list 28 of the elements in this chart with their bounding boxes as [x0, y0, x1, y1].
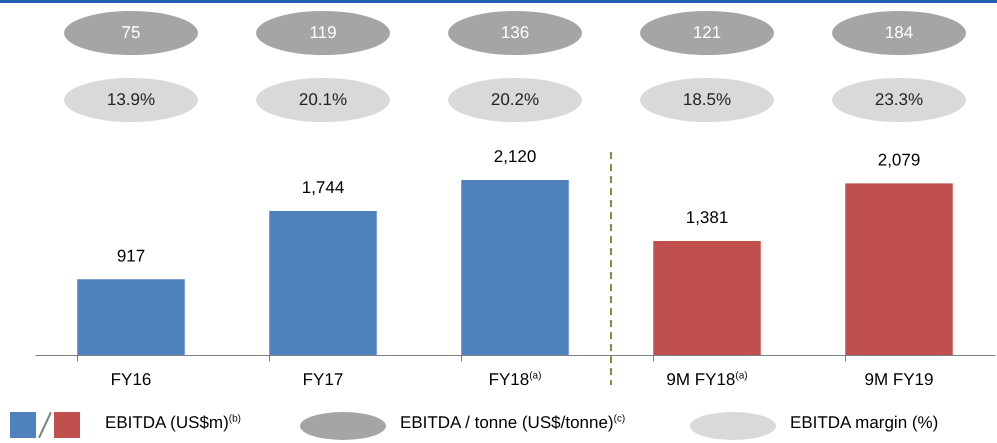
- text: 121: [640, 11, 774, 55]
- data-label: 1,744: [302, 178, 344, 198]
- data-label: 2,120: [494, 147, 536, 166]
- bar: [845, 183, 953, 355]
- bar: [77, 279, 185, 355]
- text: 23.3%: [832, 78, 966, 122]
- text: 20.1%: [256, 78, 390, 122]
- bar: [461, 180, 569, 355]
- text: 75: [64, 11, 198, 55]
- text: EBITDA / tonne (US$/tonne)$^{(c)}$: [400, 413, 626, 433]
- data-label: 2,079: [878, 150, 920, 170]
- bar: [653, 241, 761, 355]
- text: 13.9%: [64, 78, 198, 122]
- text: 20.2%: [448, 78, 582, 122]
- x-tick-label: FY16: [110, 370, 152, 390]
- text: 18.5%: [640, 78, 774, 122]
- text: 119: [256, 11, 390, 55]
- data-label: 1,381: [686, 208, 728, 227]
- x-tick-label: FY17: [302, 370, 344, 390]
- legend-label: EBITDA (US$m)$^{(b)}$: [105, 413, 241, 433]
- text: 136: [448, 11, 582, 55]
- x-tick-label: 9M FY19: [864, 370, 934, 390]
- text: 184: [832, 11, 966, 55]
- bar: [269, 211, 377, 355]
- x-tick-label: FY18$^{(a)}$: [488, 370, 542, 390]
- text: EBITDA margin (%): [790, 413, 938, 433]
- x-tick-label: 9M FY18$^{(a)}$: [665, 370, 749, 390]
- data-label: 917: [116, 246, 146, 266]
